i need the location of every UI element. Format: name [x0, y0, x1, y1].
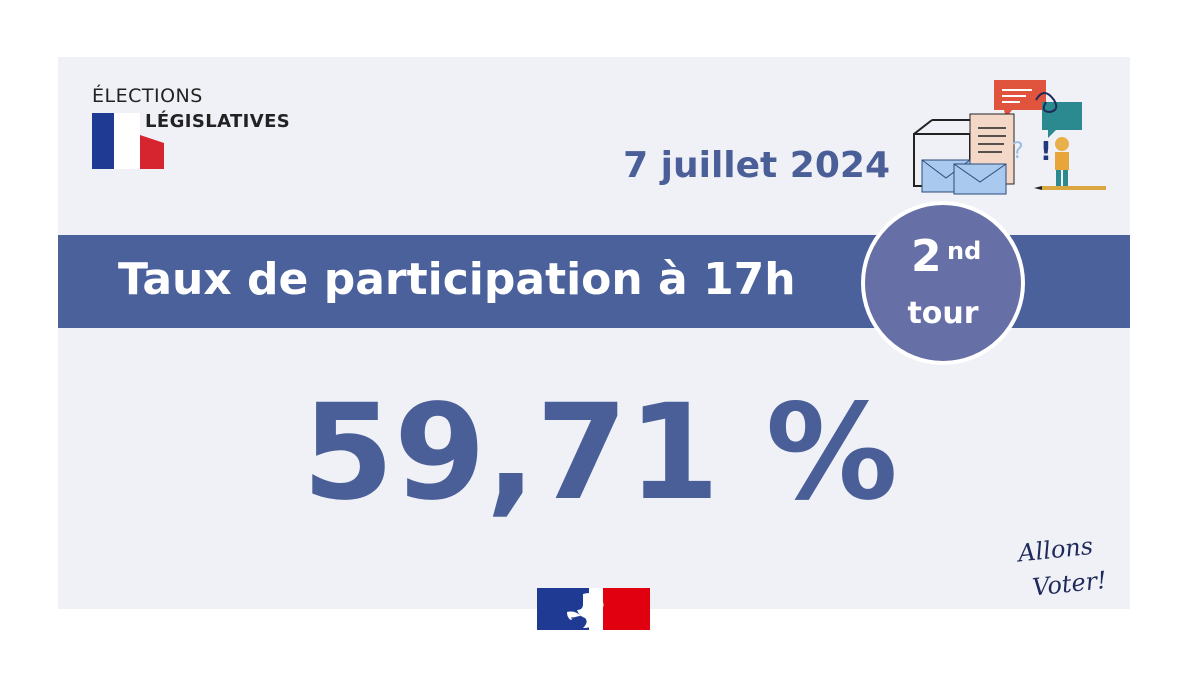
participation-rate: 59,71 %: [302, 376, 898, 530]
french-flag-icon: [92, 113, 164, 169]
round-superscript: nd: [947, 237, 982, 265]
round-number: 2: [911, 231, 942, 282]
logo-line-elections: ÉLECTIONS: [92, 85, 203, 107]
banner-title: Taux de participation à 17h: [118, 254, 796, 305]
election-date: 7 juillet 2024: [623, 145, 890, 186]
svg-text:!: !: [1040, 137, 1052, 167]
allons-voter-signature-logo: Allons Voter!: [1015, 532, 1108, 602]
round-badge: 2 nd tour: [861, 201, 1025, 365]
round-label: tour: [907, 296, 979, 331]
svg-text:Voter!: Voter!: [1031, 566, 1108, 602]
voting-illustration-icon: ? !: [913, 80, 1106, 195]
svg-text:?: ?: [1012, 139, 1024, 164]
marianne-government-logo: [537, 588, 650, 630]
logo-line-legislatives: LÉGISLATIVES: [145, 111, 291, 132]
svg-text:Allons: Allons: [1015, 532, 1094, 568]
elections-legislatives-logo: ÉLECTIONS LÉGISLATIVES: [92, 85, 322, 175]
